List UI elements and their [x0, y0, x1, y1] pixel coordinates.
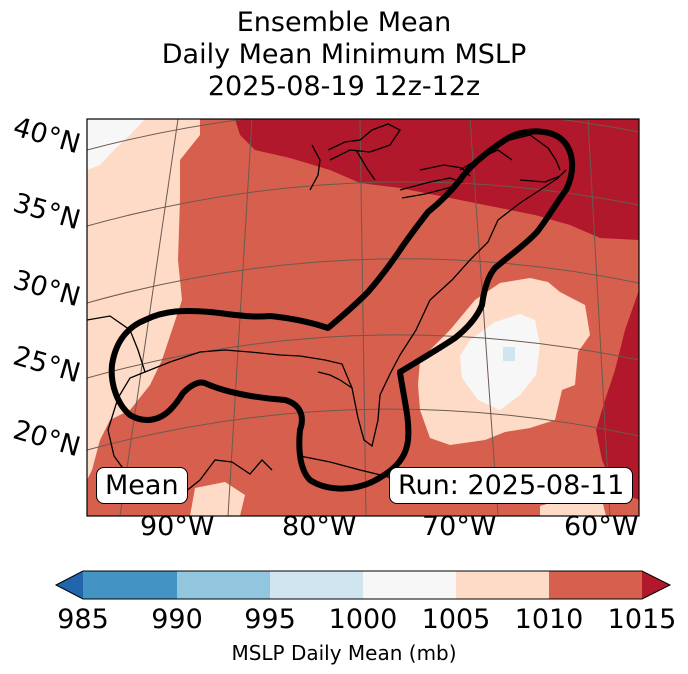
- mean-label-box: Mean: [96, 467, 188, 504]
- colorbar-bin-1000-1005: [363, 571, 456, 599]
- title-line-3: 2025-08-19 12z-12z: [207, 71, 481, 102]
- colorbar-bin-990-995: [177, 571, 270, 599]
- colorbar-tick-985: 985: [57, 604, 109, 635]
- colorbar-extend-low: [56, 571, 83, 599]
- colorbar-bin-985-990: [83, 571, 177, 599]
- title-line-2: Daily Mean Minimum MSLP: [161, 39, 527, 70]
- colorbar-tick-1005: 1005: [421, 604, 491, 635]
- lon-label-80w: 80°W: [282, 511, 357, 542]
- colorbar: [54, 570, 672, 600]
- field-1000-northwest: [87, 119, 145, 170]
- ensemble-mean-contour: [108, 128, 576, 492]
- colorbar-bin-1005-1010: [456, 571, 549, 599]
- colorbar-tick-990: 990: [151, 604, 203, 635]
- colorbar-bin-995-1000: [270, 571, 363, 599]
- colorbar-label: MSLP Daily Mean (mb): [231, 641, 457, 665]
- colorbar-tick-1010: 1010: [514, 604, 584, 635]
- colorbar-bin-1010-1015: [549, 571, 642, 599]
- colorbar-extend-high: [642, 571, 670, 599]
- colorbar-outline: [54, 570, 672, 600]
- field-1005-south-a: [190, 482, 245, 516]
- lon-label-60w: 60°W: [564, 511, 639, 542]
- lon-label-90w: 90°W: [140, 511, 215, 542]
- run-date-box: Run: 2025-08-11: [389, 467, 634, 504]
- map-panel: [87, 119, 639, 516]
- field-1015-east: [596, 290, 639, 500]
- field-1015-north: [235, 119, 639, 240]
- field-995-spot: [503, 347, 515, 361]
- lon-label-70w: 70°W: [422, 511, 497, 542]
- map-frame: [86, 118, 640, 517]
- colorbar-tick-1000: 1000: [328, 604, 398, 635]
- title-line-1: Ensemble Mean: [236, 7, 452, 38]
- colorbar-tick-1015: 1015: [607, 604, 677, 635]
- colorbar-tick-995: 995: [244, 604, 296, 635]
